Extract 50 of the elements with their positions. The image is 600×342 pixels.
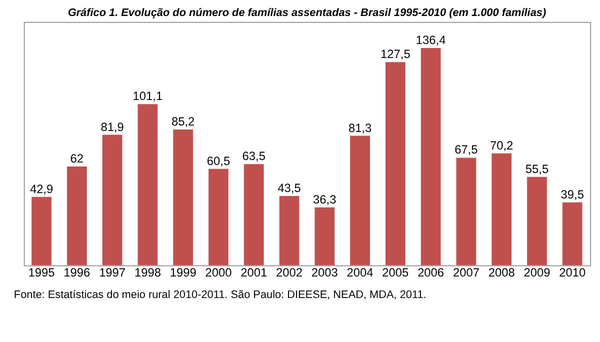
x-tick-label: 2009: [524, 266, 551, 280]
data-label: 62: [70, 152, 84, 166]
data-label: 60,5: [206, 154, 230, 168]
bar: [66, 166, 87, 266]
x-tick-label: 1997: [99, 266, 126, 280]
bar: [420, 48, 441, 266]
x-tick-label: 2001: [240, 266, 268, 280]
bar: [527, 176, 547, 266]
data-label: 43,5: [278, 180, 302, 195]
data-label: 136,4: [416, 32, 446, 47]
bar: [385, 62, 406, 266]
x-tick-label: 2005: [382, 266, 410, 280]
x-tick-label: 2007: [452, 266, 480, 280]
bar: [562, 202, 582, 266]
bar: [350, 136, 370, 266]
data-label: 81,9: [100, 120, 124, 134]
bar: [102, 134, 122, 266]
data-label: 67,5: [454, 142, 478, 157]
x-tick-label: 1996: [64, 266, 91, 280]
x-tick-label: 2002: [276, 266, 303, 280]
bar: [314, 207, 335, 266]
data-label: 127,5: [380, 47, 411, 62]
bar: [138, 104, 158, 266]
data-label: 42,9: [30, 182, 54, 196]
x-tick-label: 2008: [488, 266, 516, 280]
x-tick-label: 2003: [311, 266, 338, 280]
data-label: 55,5: [525, 162, 549, 176]
bar: [244, 164, 264, 266]
bar: [456, 158, 476, 266]
source-note: Fonte: Estatísticas do meio rural 2010-2011. São Paulo: DIEESE, NEAD, MDA, 2011.: [14, 289, 426, 302]
x-tick-label: 1999: [170, 266, 197, 280]
data-label: 39,5: [560, 187, 584, 202]
chart-title: Gráfico 1. Evolução do número de famílias assentadas - Brasil 1995-2010 (em 1.000 famílias): [68, 6, 546, 19]
x-tick-label: 2006: [418, 266, 444, 280]
data-label: 70,2: [490, 138, 514, 152]
data-label: 36,3: [313, 192, 337, 206]
bar: [208, 168, 228, 266]
data-label: 63,5: [242, 149, 266, 164]
bar: [32, 196, 52, 266]
x-tick-label: 2000: [205, 266, 232, 280]
bar: [279, 196, 300, 266]
x-tick-label: 1995: [28, 266, 56, 280]
data-label: 81,3: [348, 120, 372, 135]
x-tick-label: 2004: [346, 266, 374, 280]
x-tick-label: 2010: [559, 266, 586, 280]
data-label: 85,2: [172, 114, 196, 129]
bar: [173, 130, 194, 266]
data-label: 101,1: [132, 89, 163, 104]
bar: [492, 153, 512, 266]
x-tick-label: 1998: [134, 266, 162, 280]
